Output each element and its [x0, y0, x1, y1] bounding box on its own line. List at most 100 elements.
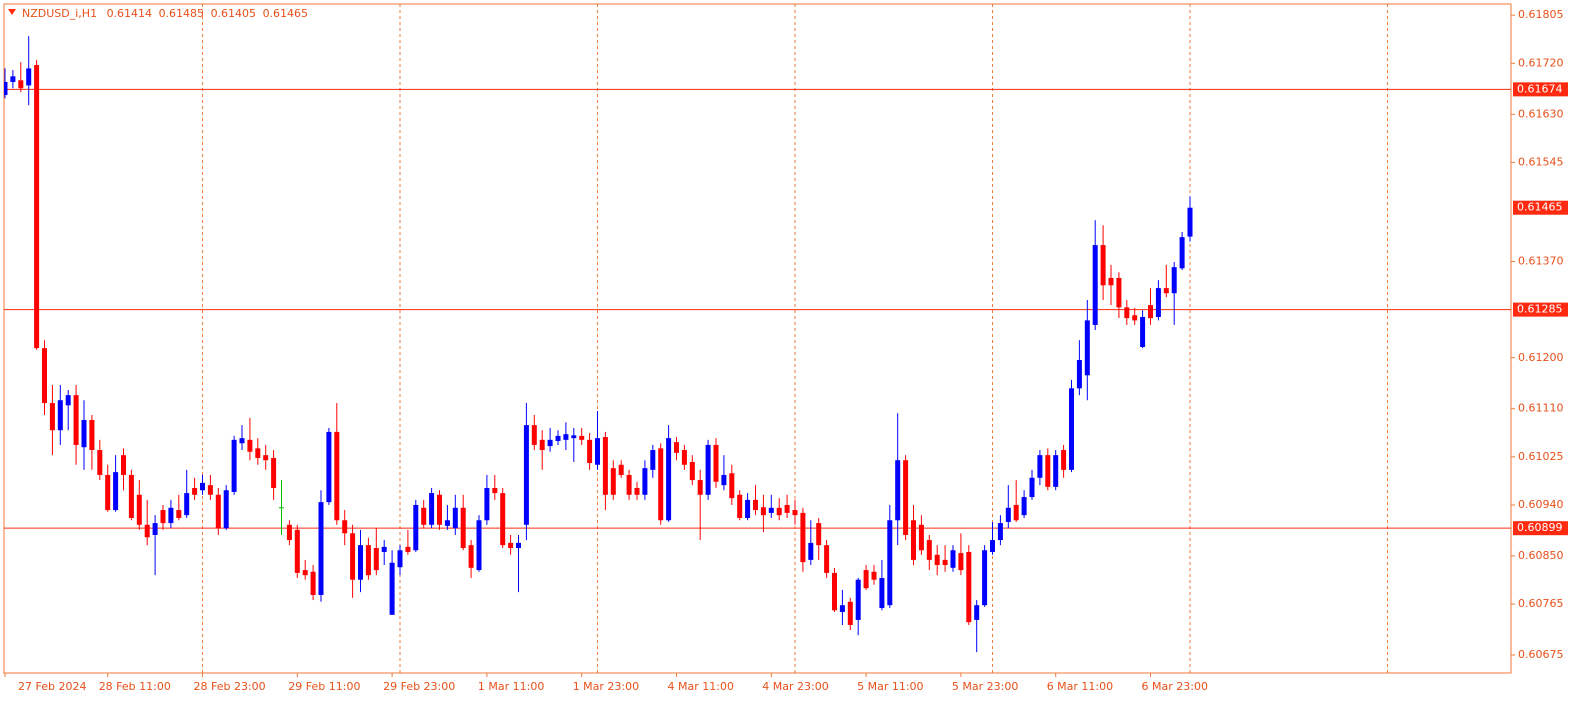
- candle-body: [1148, 305, 1153, 319]
- candle-body: [934, 554, 940, 565]
- candle-body: [65, 395, 71, 406]
- y-tick-label: 0.61720: [1518, 56, 1564, 69]
- candle-body: [113, 472, 119, 511]
- candle-body: [144, 524, 150, 538]
- grid-layer: [4, 4, 1511, 673]
- candle-body: [508, 542, 514, 548]
- candle-body: [602, 437, 608, 495]
- candle-body: [658, 448, 664, 521]
- candle-body: [768, 507, 774, 513]
- y-tick-label: 0.60765: [1518, 597, 1564, 610]
- candle-body: [160, 510, 166, 524]
- candle-body: [49, 403, 55, 431]
- candle-body: [1021, 497, 1027, 516]
- candle-body: [855, 579, 861, 620]
- y-tick-label: 0.60850: [1518, 549, 1564, 562]
- candle-body: [389, 562, 395, 615]
- candle-body: [279, 507, 284, 509]
- candle-body: [81, 420, 87, 448]
- candle-body: [10, 76, 16, 83]
- candle-body: [816, 523, 822, 546]
- candle-body: [1076, 360, 1082, 389]
- candle-body: [839, 605, 845, 612]
- candle-body: [903, 460, 909, 535]
- candle-body: [918, 524, 924, 551]
- candle-body: [926, 540, 932, 560]
- candle-body: [247, 439, 253, 452]
- header-high: 0.61485: [159, 7, 205, 20]
- candle-body: [57, 400, 63, 431]
- x-tick-label: 1 Mar 23:00: [573, 680, 639, 693]
- candle-body: [689, 461, 695, 481]
- candle-body: [444, 520, 450, 526]
- candle-body: [452, 507, 458, 529]
- candle-body: [136, 494, 142, 525]
- candle-body: [539, 439, 545, 451]
- candle-body: [760, 507, 766, 516]
- candle-body: [255, 448, 261, 458]
- candle-body: [523, 425, 529, 525]
- y-tick-label: 0.61370: [1518, 254, 1564, 267]
- y-tick-label: 0.61025: [1518, 450, 1564, 463]
- candle-body: [1045, 455, 1051, 487]
- x-tick-label: 4 Mar 23:00: [762, 680, 828, 693]
- candle-body: [516, 542, 521, 548]
- candle-body: [650, 450, 656, 470]
- candle-body: [982, 550, 988, 606]
- candle-body: [753, 499, 758, 511]
- candle-body: [239, 438, 245, 444]
- candle-body: [184, 493, 190, 516]
- candle-body: [610, 468, 616, 495]
- candle-body: [626, 474, 632, 495]
- candle-body: [271, 457, 277, 488]
- candle-body: [942, 559, 948, 565]
- candle-body: [1163, 288, 1169, 294]
- x-tick-label: 1 Mar 11:00: [478, 680, 544, 693]
- candle-body: [500, 493, 506, 546]
- candle-body: [832, 572, 837, 611]
- plot-frame: [3, 3, 1512, 674]
- candle-body: [1100, 245, 1106, 286]
- x-tick-label: 28 Feb 11:00: [99, 680, 171, 693]
- candle-body: [476, 520, 482, 571]
- candle-body: [1155, 288, 1161, 317]
- price-line-label: 0.60899: [1517, 521, 1563, 534]
- symbol-icon: [8, 9, 16, 15]
- candle-body: [579, 435, 585, 440]
- candle-body: [26, 68, 32, 86]
- x-tick-label: 27 Feb 2024: [18, 680, 86, 693]
- candle-body: [89, 420, 95, 451]
- candle-body: [1116, 277, 1122, 308]
- candle-body: [563, 434, 569, 440]
- bid-label-bg: [1513, 200, 1568, 215]
- candle-body: [745, 499, 751, 518]
- candle-body: [808, 542, 814, 560]
- candle-body: [547, 439, 553, 447]
- candle-body: [231, 439, 237, 492]
- candle-body: [365, 545, 371, 576]
- candle-body: [468, 545, 474, 568]
- candle-body: [1140, 316, 1146, 347]
- candle-body: [974, 605, 980, 620]
- candle-body: [207, 485, 213, 495]
- candle-body: [595, 438, 600, 465]
- candle-body: [1179, 237, 1185, 269]
- y-tick-label: 0.61630: [1518, 107, 1564, 120]
- candle-body: [1053, 455, 1059, 487]
- y-tick-label: 0.60675: [1518, 648, 1564, 661]
- candle-body: [421, 507, 427, 525]
- x-tick-label: 29 Feb 11:00: [288, 680, 360, 693]
- candle-body: [618, 464, 624, 475]
- candle-body: [958, 553, 964, 571]
- candle-body: [42, 348, 47, 404]
- candle-body: [334, 431, 340, 521]
- candle-body: [310, 571, 316, 595]
- chart-header: NZDUSD_i,H1 0.61414 0.61485 0.61405 0.61…: [22, 7, 308, 20]
- candle-body: [381, 546, 387, 552]
- candle-body: [34, 65, 40, 349]
- candle-body: [1124, 307, 1130, 319]
- x-tick-label: 29 Feb 23:00: [383, 680, 455, 693]
- candle-body: [73, 395, 79, 445]
